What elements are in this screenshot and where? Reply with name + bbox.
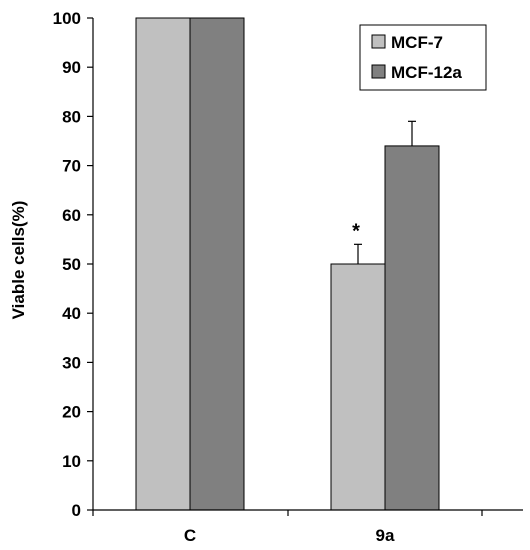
y-tick-label: 40 — [62, 304, 81, 323]
bar-mcf-7-c — [135, 17, 191, 511]
y-tick-label: 100 — [53, 9, 81, 28]
legend-swatch — [371, 64, 386, 79]
bar-mcf-12a-c — [189, 17, 245, 511]
bars — [135, 17, 440, 511]
bar-mcf-7-9a — [330, 263, 386, 511]
legend-label: MCF-7 — [391, 33, 443, 52]
legend-swatch — [371, 34, 386, 49]
y-tick-label: 70 — [62, 157, 81, 176]
significance-marker: * — [352, 220, 360, 242]
y-tick-label: 60 — [62, 206, 81, 225]
y-tick-label: 30 — [62, 353, 81, 372]
y-tick-label: 50 — [62, 255, 81, 274]
x-tick-label: C — [184, 526, 196, 545]
bar-mcf-12a-9a — [384, 145, 440, 511]
y-axis-title: Viable cells(%) — [9, 201, 28, 320]
annotations: * — [352, 220, 360, 242]
y-tick-label: 80 — [62, 107, 81, 126]
error-bars — [354, 120, 416, 264]
y-tick-label: 10 — [62, 452, 81, 471]
y-tick-label: 90 — [62, 58, 81, 77]
legend-label: MCF-12a — [391, 63, 462, 82]
x-tick-label: 9a — [376, 526, 395, 545]
legend: MCF-7 MCF-12a — [359, 24, 487, 91]
x-axis-ticks: C 9a — [92, 510, 483, 545]
y-axis-ticks: 0 10 20 30 40 50 60 70 80 90 100 — [53, 9, 93, 520]
y-tick-label: 0 — [72, 501, 81, 520]
y-tick-label: 20 — [62, 403, 81, 422]
